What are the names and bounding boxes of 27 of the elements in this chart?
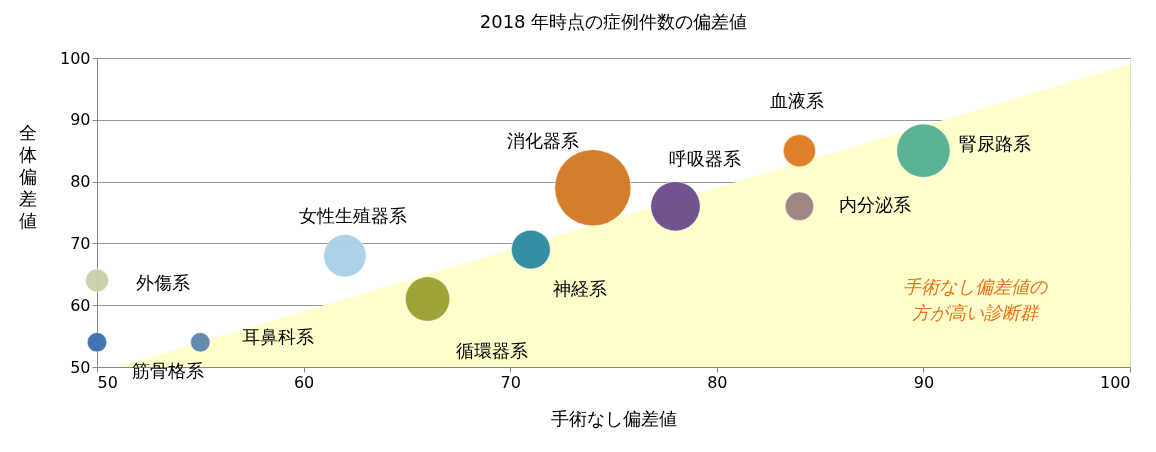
y-tick-label: 60 (70, 295, 91, 315)
x-tick-label: 100 (1099, 372, 1131, 392)
annotation: 手術なし偏差値の方が高い診断群 (903, 276, 1049, 323)
annotation: 筋骨格系 (132, 360, 204, 382)
annotation: 神経系 (552, 277, 607, 299)
y-tick-label: 100 (59, 48, 91, 68)
chart-title: 2018 年時点の症例件数の偏差値 (479, 11, 748, 32)
annotation: 外傷系 (136, 272, 190, 294)
x-tick-label: 60 (293, 372, 315, 392)
annotation: 血液系 (770, 89, 825, 111)
annotation: 内分泌系 (839, 194, 912, 216)
x-tick-label: 90 (913, 372, 935, 392)
x-tick-label: 50 (97, 372, 118, 392)
y-tick-label: 50 (70, 357, 91, 377)
y-tick-label: 80 (70, 172, 91, 192)
annotation: 女性生殖器系 (298, 204, 407, 226)
x-axis-title: 手術なし偏差値 (551, 407, 677, 429)
annotation: 消化器系 (506, 129, 579, 151)
annotation: 循環器系 (455, 340, 528, 362)
x-tick-label: 70 (500, 372, 521, 392)
x-tick-label: 80 (707, 372, 728, 392)
annotation: 腎尿路系 (959, 132, 1032, 154)
y-tick-label: 70 (70, 233, 91, 253)
annotation: 耳鼻科系 (242, 326, 315, 348)
annotation: 呼吸器系 (669, 148, 742, 170)
y-axis-title: 全体偏差値 (18, 122, 37, 231)
y-tick-label: 90 (70, 110, 91, 130)
